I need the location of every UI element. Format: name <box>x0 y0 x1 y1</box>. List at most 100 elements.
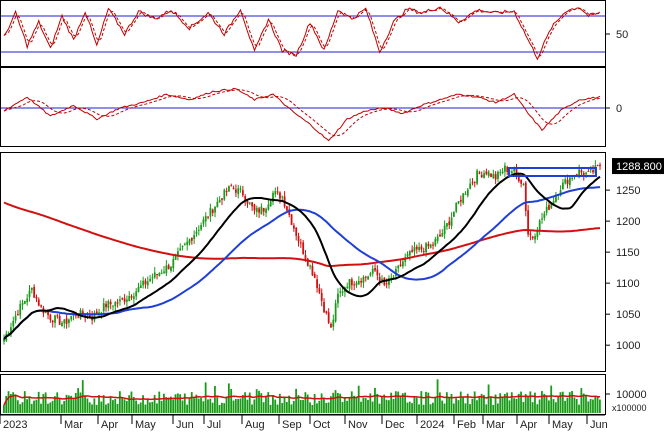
candle-body <box>485 171 488 175</box>
candle-body <box>251 202 254 207</box>
candle-body <box>364 276 367 278</box>
volume-bar <box>142 395 144 413</box>
candle-body <box>276 191 279 193</box>
candle-body <box>244 196 247 202</box>
candle-body <box>109 301 112 305</box>
volume-bar <box>190 392 193 413</box>
candle-body <box>241 190 244 196</box>
candle-body <box>318 288 321 293</box>
candle-body <box>476 170 478 184</box>
candle-body <box>439 234 441 237</box>
volume-bar <box>501 397 504 413</box>
volume-bar <box>390 392 393 413</box>
volume-bar <box>457 400 460 413</box>
volume-bar <box>47 403 49 413</box>
candle-body <box>170 266 172 271</box>
volume-bar <box>513 398 515 413</box>
volume-bar <box>578 404 580 413</box>
volume-bar <box>248 392 251 413</box>
volume-bar <box>7 391 10 413</box>
candle-body <box>167 265 170 270</box>
candle-body <box>186 241 189 246</box>
candle-body <box>274 191 277 195</box>
volume-bar <box>318 400 321 413</box>
candle-body <box>100 312 103 314</box>
candle-body <box>552 201 555 205</box>
volume-bar <box>95 404 98 413</box>
candle-body <box>538 220 541 232</box>
volume-bar <box>316 403 318 413</box>
candle-body <box>334 303 337 322</box>
candle-body <box>304 255 307 260</box>
volume-bar <box>204 382 207 413</box>
candle-body <box>316 279 318 289</box>
volume-bar <box>225 396 228 413</box>
candle-body <box>589 169 592 171</box>
candle-body <box>545 206 548 213</box>
volume-bar <box>311 404 314 413</box>
volume-bar <box>42 394 45 413</box>
volume-bar <box>480 393 483 413</box>
candle-body <box>228 186 230 192</box>
volume-bar <box>371 401 374 413</box>
candle-body <box>230 185 233 187</box>
candle-body <box>452 212 455 217</box>
candle-body <box>174 255 177 260</box>
candle-body <box>469 183 472 189</box>
candle-body <box>146 281 149 286</box>
volume-bar <box>258 390 260 413</box>
candle-body <box>207 216 209 218</box>
volume-bar <box>84 395 86 413</box>
volume-bar <box>587 401 590 413</box>
volume-bar <box>399 396 402 413</box>
candle-body <box>357 280 360 285</box>
candle-body <box>455 202 458 212</box>
candle-body <box>107 301 110 309</box>
candle-body <box>193 235 196 239</box>
candle-body <box>177 251 179 256</box>
volume-bar <box>216 396 219 413</box>
volume-bar <box>86 398 89 413</box>
volume-bar <box>118 391 121 413</box>
candle-body <box>195 231 198 234</box>
volume-bar <box>214 385 216 413</box>
volume-bar <box>490 397 492 413</box>
volume-bar <box>54 396 56 413</box>
candle-body <box>464 193 467 195</box>
volume-bar <box>427 392 430 413</box>
candle-body <box>529 233 532 236</box>
candle-body <box>51 320 54 323</box>
candle-body <box>548 205 550 210</box>
candle-body <box>457 201 460 204</box>
candle-body <box>536 231 539 237</box>
candle-body <box>332 319 335 327</box>
candle-body <box>378 276 381 282</box>
volume-bar <box>267 392 270 413</box>
volume-bar <box>58 398 61 413</box>
candle-body <box>330 323 332 328</box>
candle-body <box>466 189 469 196</box>
volume-bar <box>392 398 395 413</box>
volume-bar <box>496 403 499 413</box>
candle-body <box>406 254 409 257</box>
ma-mid-line <box>3 186 601 340</box>
volume-bar <box>469 404 471 413</box>
candle-body <box>119 299 121 302</box>
volume-bar <box>309 402 311 413</box>
candle-body <box>181 245 184 247</box>
volume-bar <box>63 401 66 413</box>
volume-bar <box>274 399 277 413</box>
volume-bar <box>443 403 446 413</box>
candle-body <box>77 316 80 318</box>
candle-body <box>153 272 156 278</box>
volume-bar <box>128 395 131 413</box>
volume-bar <box>327 402 330 413</box>
candle-body <box>209 207 212 217</box>
candle-body <box>499 172 502 174</box>
volume-bar <box>485 404 488 413</box>
candle-body <box>255 207 258 212</box>
volume-bar <box>346 400 349 413</box>
candle-body <box>473 181 476 183</box>
candle-body <box>582 173 585 176</box>
volume-bar <box>269 404 272 413</box>
